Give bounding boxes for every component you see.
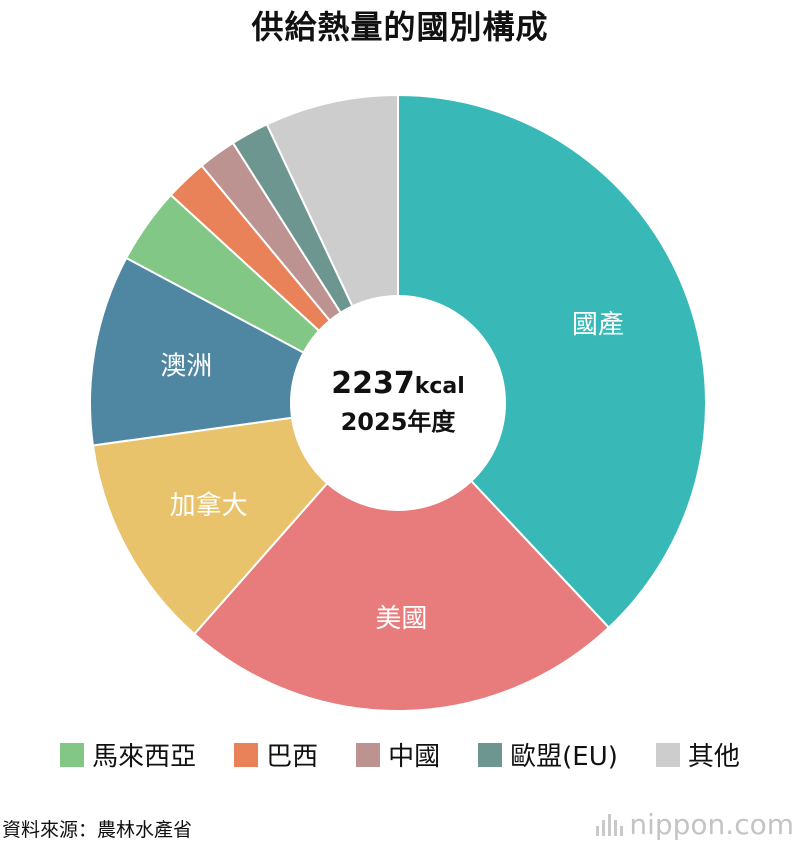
slice-label-0: 國產 (572, 310, 624, 340)
slice-label-2: 加拿大 (170, 491, 248, 521)
source-note: 資料來源：農林水產省 (2, 819, 193, 841)
legend-swatch (478, 742, 503, 767)
legend-swatch (234, 742, 259, 767)
legend-label: 巴西 (266, 742, 319, 772)
center-total: 2237kcal (331, 366, 465, 401)
legend-label: 馬來西亞 (92, 742, 197, 772)
legend: 馬來西亞 巴西 中國 歐盟(EU) 其他 (0, 736, 800, 773)
center-year: 2025年度 (341, 408, 457, 436)
legend-item-malaysia: 馬來西亞 (60, 736, 196, 773)
donut-hole (290, 295, 506, 511)
legend-item-brazil: 巴西 (234, 736, 318, 773)
legend-swatch (655, 742, 680, 767)
legend-label: 中國 (388, 742, 441, 772)
pie-slice-0 (397, 93, 707, 629)
legend-item-eu: 歐盟(EU) (478, 736, 618, 773)
legend-label: 歐盟(EU) (510, 742, 618, 772)
nippon-logo[interactable]: nippon.com (596, 808, 794, 841)
pie-slice-1 (192, 401, 611, 712)
legend-swatch (356, 742, 381, 767)
legend-item-other: 其他 (655, 736, 740, 773)
slice-label-3: 澳洲 (160, 351, 212, 381)
legend-item-china: 中國 (356, 736, 440, 773)
legend-label: 其他 (687, 742, 740, 772)
slice-label-1: 美國 (375, 604, 427, 634)
logo-mark-icon (596, 813, 624, 836)
logo-text: nippon.com (629, 808, 794, 841)
legend-swatch (60, 742, 85, 767)
chart-title: 供給熱量的國別構成 (251, 8, 549, 46)
